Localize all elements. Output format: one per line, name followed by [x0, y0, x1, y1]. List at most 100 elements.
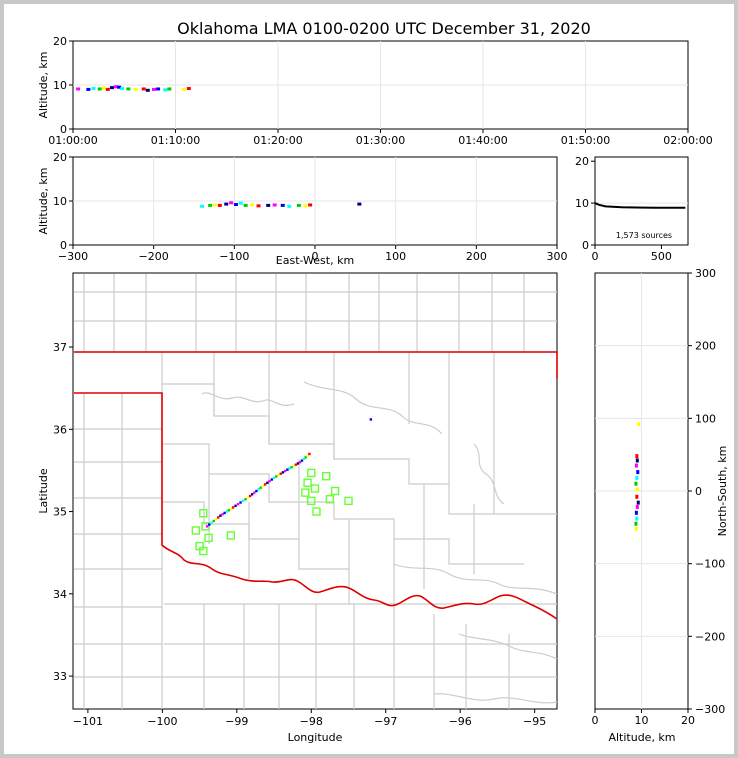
- lma-station-marker: [301, 488, 310, 497]
- lma-station-marker: [226, 531, 236, 540]
- plan-view-source-point: [236, 502, 240, 506]
- plan-view-x-tick-label: −95: [523, 715, 546, 728]
- time-height-source-point: [156, 87, 161, 91]
- plan-view-x-tick-label: −99: [225, 715, 248, 728]
- time-height-xticks: 01:00:00 01:10:00 01:20:00 01:30:00 01:40:00…: [48, 129, 713, 147]
- plan-view-source-point: [244, 498, 247, 501]
- plan-view-source-point: [241, 499, 245, 503]
- ns-height-source-point: [635, 504, 639, 509]
- ew-height-source-point: [256, 204, 261, 208]
- ew-height-source-point: [243, 203, 248, 207]
- ns-height-panel: 0 10 20 300 200 100 0 −100 −200 −300 Altitude, k…: [592, 267, 730, 744]
- plan-view-source-point: [279, 472, 282, 475]
- ns-height-yticks: 300 200 100 0 −100 −200 −300: [688, 267, 725, 716]
- ew-height-ylabel: Altitude, km: [37, 167, 50, 234]
- ew-height-sources: [200, 201, 362, 208]
- ew-height-x-tick-label: 200: [466, 250, 487, 263]
- ns-height-y-tick-label: 200: [695, 340, 716, 353]
- plan-view-source-point: [227, 508, 231, 512]
- lma-station-marker: [310, 484, 320, 493]
- ns-height-y-tick-label: 0: [695, 485, 702, 498]
- plan-view-panel: −101 −100 −99 −98 −97 −96 −95 33 34 35 36 37 Longi…: [37, 272, 558, 744]
- plan-view-source-point: [205, 525, 209, 528]
- lma-station-marker: [199, 546, 208, 556]
- ns-height-y-tick-label: 100: [695, 412, 716, 425]
- plan-view-source-point: [246, 496, 250, 499]
- plan-view-source-point: [239, 501, 242, 504]
- ew-height-y-tick-label: 10: [53, 195, 67, 208]
- plan-view-y-tick-label: 33: [53, 670, 67, 683]
- plan-view-source-point: [270, 478, 274, 481]
- plan-view-y-tick-label: 35: [53, 506, 67, 519]
- plan-view-source-point: [294, 463, 298, 466]
- ew-height-source-point: [308, 203, 313, 207]
- ew-height-source-point: [229, 201, 234, 205]
- plan-view-source-point: [259, 486, 262, 489]
- histogram-x-tick-label: 0: [592, 250, 599, 263]
- ns-height-y-tick-label: −200: [695, 630, 725, 643]
- ew-height-x-tick-label: 300: [547, 250, 568, 263]
- time-height-source-point: [76, 87, 81, 91]
- plan-view-source-point: [217, 516, 220, 519]
- time-height-source-point: [186, 87, 191, 91]
- ns-height-y-tick-label: 300: [695, 267, 716, 280]
- plan-view-source-point: [369, 418, 373, 421]
- ns-height-source-point: [634, 463, 638, 468]
- plan-view-x-tick-label: −100: [147, 715, 177, 728]
- plan-view-source-point: [210, 521, 213, 525]
- ns-height-y-tick-label: −100: [695, 558, 725, 571]
- ew-height-y-tick-label: 0: [60, 239, 67, 252]
- plan-view-source-point: [277, 473, 280, 477]
- plan-view-axes: [72, 272, 558, 710]
- ns-height-source-point: [636, 500, 640, 505]
- lma-station-marker: [201, 522, 210, 531]
- lma-station-marker: [344, 496, 353, 506]
- ew-height-grid: [73, 157, 557, 245]
- lma-stations: [191, 468, 353, 556]
- plan-view-source-point: [284, 469, 287, 473]
- time-height-source-point: [91, 87, 96, 91]
- plan-view-source-point: [292, 464, 295, 468]
- plan-view-source-point: [266, 481, 269, 484]
- lma-station-marker: [191, 526, 201, 535]
- lma-station-marker: [307, 468, 316, 478]
- plan-view-x-tick-label: −98: [300, 715, 323, 728]
- time-height-x-tick-label: 01:30:00: [356, 134, 405, 147]
- histogram-axes: [594, 156, 689, 246]
- time-height-ylabel: Altitude, km: [37, 51, 50, 118]
- time-height-x-tick-label: 01:50:00: [561, 134, 610, 147]
- ew-height-source-point: [224, 202, 229, 206]
- plan-view-y-tick-label: 37: [53, 341, 67, 354]
- plan-view-source-point: [248, 494, 252, 498]
- plan-view-source-point: [298, 461, 302, 464]
- time-height-source-point: [109, 86, 114, 90]
- histogram-profile-line: [594, 202, 686, 209]
- histogram-panel: 0 500 0 10 20 1,573 sources: [575, 155, 689, 263]
- plan-view-source-point: [272, 476, 276, 480]
- histogram-yticks: 0 10 20: [575, 155, 595, 252]
- plan-view-source-point: [231, 506, 235, 509]
- plan-view-x-tick-label: −97: [374, 715, 397, 728]
- ew-height-source-point: [303, 204, 308, 208]
- ew-height-source-point: [296, 203, 301, 207]
- ns-height-source-point: [635, 454, 639, 459]
- time-height-x-tick-label: 02:00:00: [663, 134, 712, 147]
- plan-view-source-point: [214, 518, 218, 521]
- ns-height-source-point: [634, 481, 638, 486]
- figure-frame: Oklahoma LMA 0100-0200 UTC December 31, …: [4, 4, 734, 754]
- plan-view-x-tick-label: −96: [449, 715, 472, 728]
- ew-height-x-tick-label: −200: [139, 250, 169, 263]
- histogram-y-tick-label: 0: [582, 239, 589, 252]
- ew-height-yticks: 0 10 20: [53, 151, 73, 252]
- time-height-x-tick-label: 01:10:00: [151, 134, 200, 147]
- time-height-x-tick-label: 01:00:00: [48, 134, 97, 147]
- lma-station-marker: [199, 509, 208, 518]
- county-boundaries: [74, 274, 558, 709]
- time-height-y-tick-label: 0: [60, 123, 67, 136]
- histogram-x-tick-label: 500: [651, 250, 672, 263]
- ns-height-source-point: [635, 494, 639, 499]
- ew-height-source-point: [238, 201, 243, 205]
- histogram-xticks: 0 500: [592, 245, 672, 263]
- ew-height-xlabel: East-West, km: [276, 254, 354, 267]
- time-height-yticks: 0 10 20: [53, 35, 73, 136]
